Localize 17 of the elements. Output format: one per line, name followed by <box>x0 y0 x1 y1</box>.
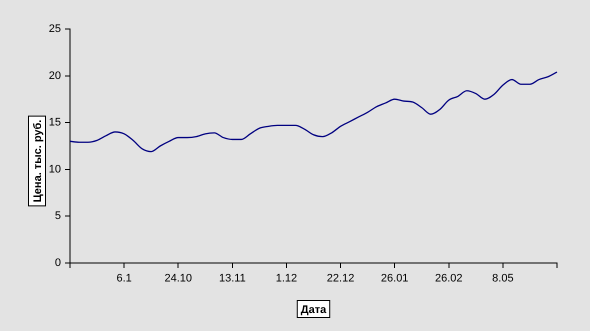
x-tick-label: 8.05 <box>492 272 514 285</box>
y-tick-label: 5 <box>54 210 61 222</box>
y-tick-label: 20 <box>48 70 61 82</box>
x-tick-label: 24.10 <box>164 272 192 285</box>
x-tick-label: 26.01 <box>380 272 408 285</box>
y-tick-label: 0 <box>54 257 61 270</box>
line-series <box>69 71 558 152</box>
x-axis-title: Дата <box>300 304 328 316</box>
y-tick-label: 25 <box>48 23 61 36</box>
x-tick-label: 1.12 <box>276 272 298 285</box>
y-tick-label: 10 <box>48 163 61 176</box>
x-tick-label: 22.12 <box>326 272 354 285</box>
x-tick-label: 13.11 <box>218 272 246 285</box>
y-axis-title: Цена. тыс. руб. <box>32 120 44 202</box>
x-tick-label: 6.1 <box>116 272 132 285</box>
x-tick-label: 26.02 <box>435 272 463 285</box>
y-tick-label: 15 <box>48 116 61 129</box>
